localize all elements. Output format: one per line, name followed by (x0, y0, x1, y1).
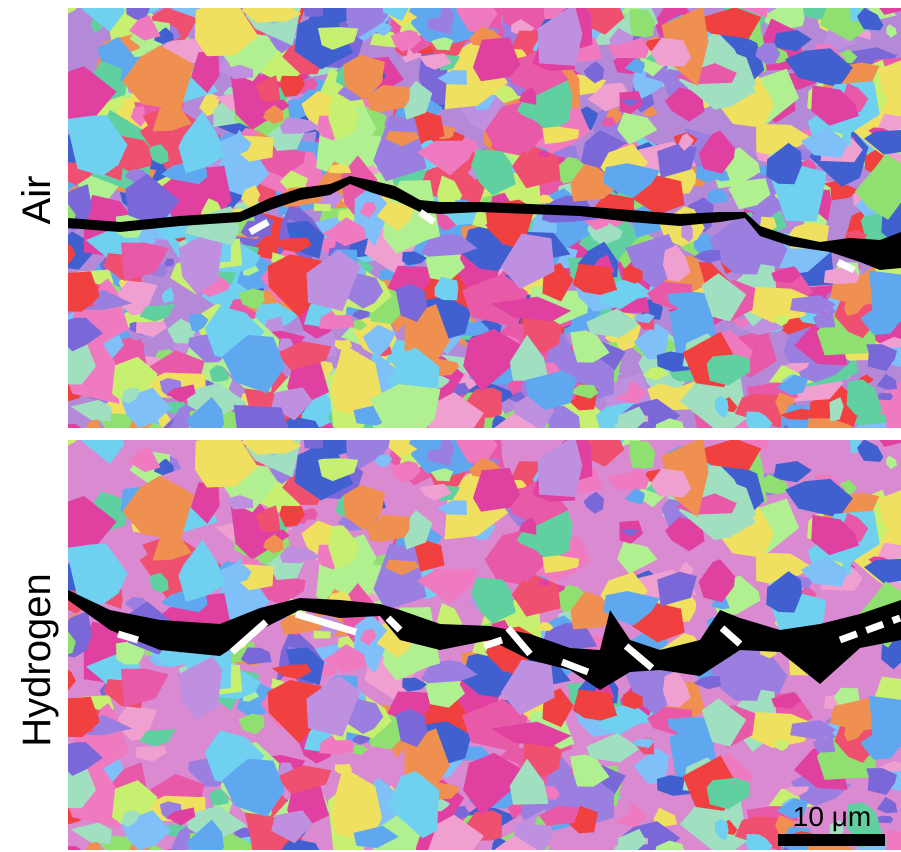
grain (303, 0, 323, 17)
scale-bar-label: 10 μm (793, 801, 871, 832)
grain (308, 0, 342, 8)
grain (314, 204, 331, 212)
grain (878, 393, 893, 400)
figure: Air Hydrogen 10 μm (0, 0, 901, 852)
grain (370, 384, 441, 449)
grain (314, 631, 331, 639)
grain (303, 426, 323, 449)
grain (599, 0, 628, 8)
grain (878, 816, 893, 823)
grain (824, 268, 860, 284)
grain (812, 2, 825, 8)
scale-bar (778, 834, 885, 846)
grain (886, 830, 901, 852)
panel-label: Air (15, 176, 59, 225)
panel-label: Hydrogen (15, 573, 59, 746)
page: {"panels": [{"label": "Air"}, {"label": … (0, 0, 901, 852)
